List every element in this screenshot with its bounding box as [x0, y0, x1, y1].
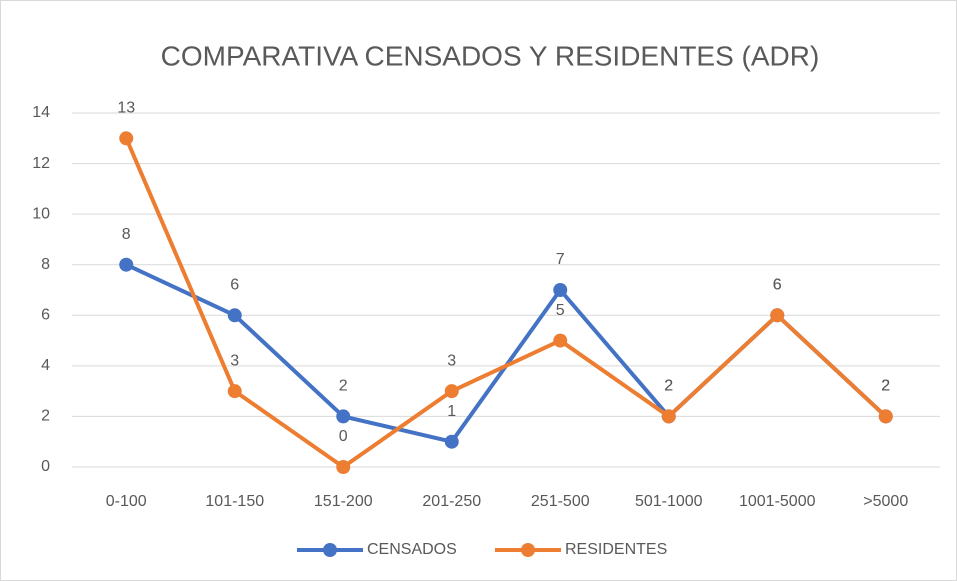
data-point — [336, 460, 351, 474]
y-tick-label: 14 — [32, 104, 50, 121]
data-label: 1 — [447, 403, 456, 420]
data-label: 3 — [447, 352, 456, 369]
data-label: 7 — [556, 251, 565, 268]
data-label: 5 — [556, 302, 565, 319]
y-tick-label: 6 — [41, 307, 50, 324]
data-label: 2 — [881, 378, 890, 395]
data-label: 2 — [664, 378, 673, 395]
legend-marker — [323, 543, 337, 557]
legend-label: CENSADOS — [367, 541, 457, 558]
data-label: 2 — [339, 378, 348, 395]
data-point — [661, 409, 676, 424]
legend-label: RESIDENTES — [565, 541, 667, 558]
data-label: 6 — [773, 277, 782, 294]
x-tick-label: 151-200 — [314, 493, 373, 510]
data-point — [119, 131, 134, 146]
data-point — [770, 308, 785, 323]
data-label: 6 — [230, 277, 239, 294]
x-tick-label: >5000 — [863, 493, 908, 510]
data-label: 3 — [230, 352, 239, 369]
data-point — [336, 409, 351, 424]
data-label: 2 — [881, 378, 890, 395]
data-label: 6 — [773, 277, 782, 294]
data-label: 8 — [122, 226, 131, 243]
y-tick-label: 0 — [41, 458, 50, 475]
x-tick-label: 1001-5000 — [739, 493, 816, 510]
data-point — [553, 333, 568, 348]
data-point — [227, 308, 242, 323]
y-tick-label: 10 — [32, 205, 50, 222]
x-tick-label: 101-150 — [205, 493, 264, 510]
data-label: 13 — [117, 100, 135, 117]
x-tick-label: 201-250 — [422, 493, 481, 510]
data-label: 2 — [664, 378, 673, 395]
x-tick-label: 501-1000 — [635, 493, 703, 510]
data-point — [878, 409, 893, 424]
y-tick-label: 2 — [41, 408, 50, 425]
x-tick-label: 251-500 — [531, 493, 590, 510]
series-line — [124, 137, 888, 469]
y-tick-label: 8 — [41, 256, 50, 273]
data-point — [227, 384, 242, 399]
chart-title: COMPARATIVA CENSADOS Y RESIDENTES (ADR) — [161, 40, 820, 71]
data-label: 0 — [339, 428, 348, 445]
data-point — [444, 384, 459, 399]
x-tick-label: 0-100 — [106, 493, 147, 510]
data-point — [553, 283, 568, 297]
data-point — [444, 434, 459, 449]
y-tick-label: 12 — [32, 155, 50, 172]
y-tick-label: 4 — [41, 357, 50, 374]
legend-marker — [521, 543, 535, 557]
data-point — [119, 257, 134, 272]
